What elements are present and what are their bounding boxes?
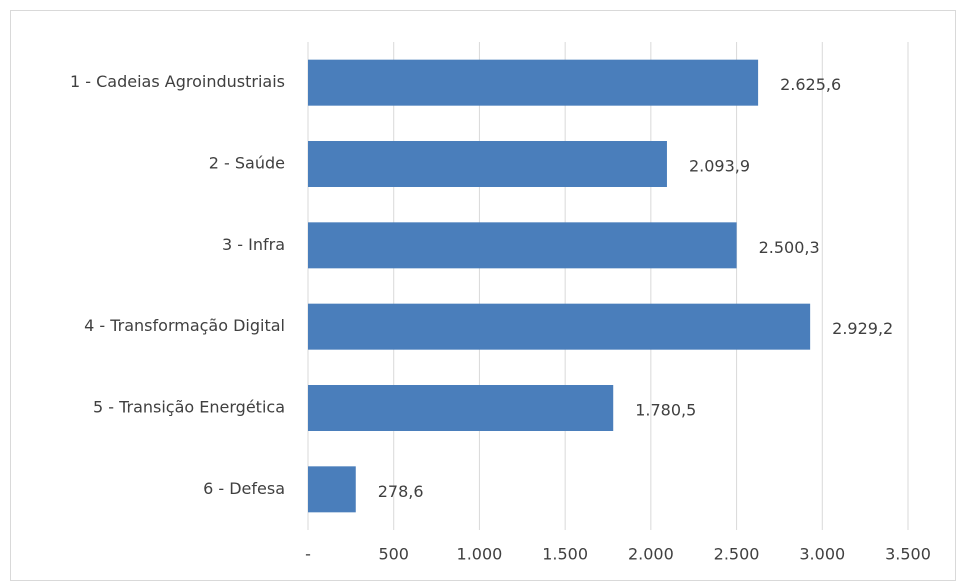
bar (308, 303, 811, 350)
data-label: 2.625,6 (780, 75, 841, 94)
y-tick-label: 6 - Defesa (203, 479, 285, 498)
x-tick-label: 1.000 (457, 545, 503, 564)
data-label: 2.093,9 (689, 157, 750, 176)
data-label: 2.500,3 (759, 238, 820, 257)
x-tick-label: 500 (378, 545, 409, 564)
x-tick-label: - (305, 545, 311, 564)
y-tick-label: 1 - Cadeias Agroindustriais (70, 72, 285, 91)
y-tick-label: 4 - Transformação Digital (84, 316, 285, 335)
x-tick-label: 2.000 (628, 545, 674, 564)
bar (308, 466, 356, 513)
y-tick-label: 3 - Infra (222, 235, 285, 254)
x-tick-label: 3.000 (799, 545, 845, 564)
bar (308, 222, 737, 269)
data-label: 1.780,5 (635, 401, 696, 420)
x-tick-label: 1.500 (542, 545, 588, 564)
data-label: 2.929,2 (832, 319, 893, 338)
y-tick-label: 2 - Saúde (209, 154, 285, 173)
y-tick-label: 5 - Transição Energética (93, 398, 285, 417)
x-tick-label: 3.500 (885, 545, 931, 564)
data-label: 278,6 (378, 482, 424, 501)
bar (308, 141, 667, 187)
bar (308, 59, 759, 106)
x-tick-label: 2.500 (714, 545, 760, 564)
bar (308, 385, 614, 431)
